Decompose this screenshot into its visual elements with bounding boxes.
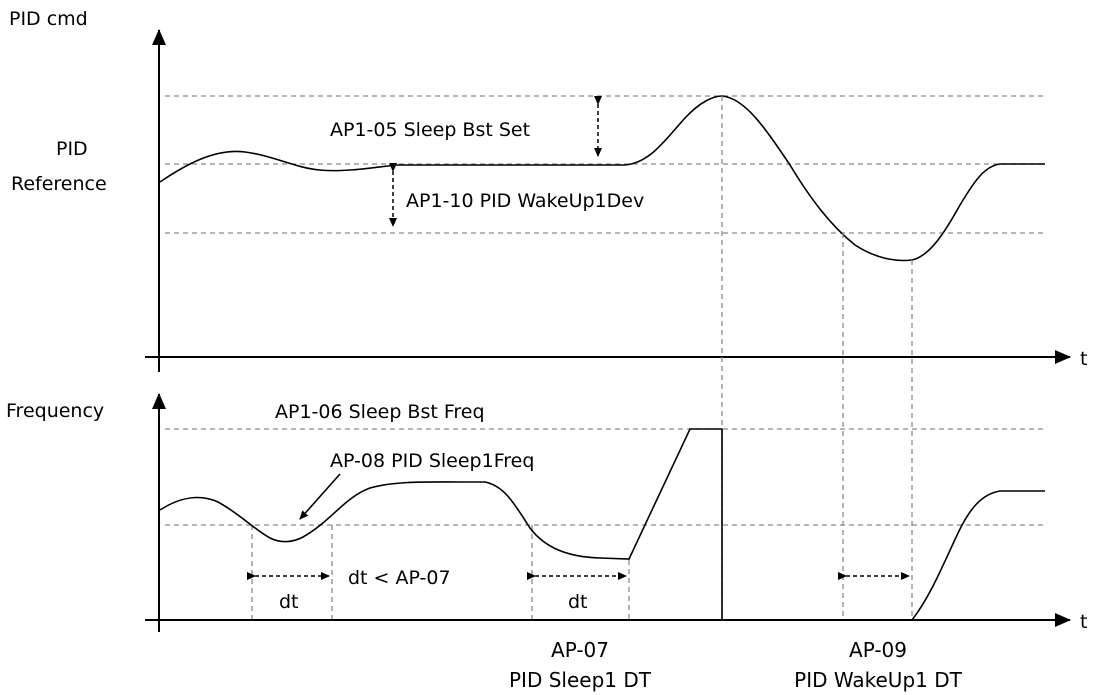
- wakeup-dev-label: AP1-10 PID WakeUp1Dev: [406, 190, 644, 212]
- dt-condition-label: dt < AP-07: [348, 567, 451, 589]
- bottom-chart: Frequency AP1-06 Sleep Bst Freq AP-08 PI…: [6, 393, 1087, 633]
- sleep-dt-name: PID Sleep1 DT: [509, 668, 652, 692]
- sleep-bst-set-label: AP1-05 Sleep Bst Set: [330, 119, 530, 141]
- frequency-curve: [159, 428, 723, 620]
- dt-label-2: dt: [568, 591, 588, 613]
- top-x-axis-label: t: [1080, 348, 1087, 370]
- sleep-freq-label: AP-08 PID Sleep1Freq: [330, 450, 534, 472]
- reference-label-line1: PID: [56, 138, 88, 160]
- wakeup-dt-code: AP-09: [849, 638, 907, 662]
- pid-cmd-curve: [159, 95, 1045, 262]
- sleep-dt-code: AP-07: [551, 638, 609, 662]
- top-chart: PID cmd PID Reference AP1-05 Sleep Bst S…: [9, 8, 1087, 372]
- sleep-freq-pointer: [299, 473, 341, 520]
- reference-label-line2: Reference: [11, 173, 107, 195]
- top-y-axis-label: PID cmd: [9, 8, 88, 30]
- dt-label-1: dt: [279, 591, 299, 613]
- bottom-x-axis-label: t: [1080, 611, 1087, 633]
- bottom-labels: AP-07 PID Sleep1 DT AP-09 PID WakeUp1 DT: [509, 638, 963, 692]
- sleep-bst-freq-label: AP1-06 Sleep Bst Freq: [275, 401, 485, 423]
- bottom-y-axis-label: Frequency: [6, 400, 104, 422]
- wakeup-dt-name: PID WakeUp1 DT: [794, 668, 962, 692]
- frequency-recovery-curve: [911, 490, 1045, 621]
